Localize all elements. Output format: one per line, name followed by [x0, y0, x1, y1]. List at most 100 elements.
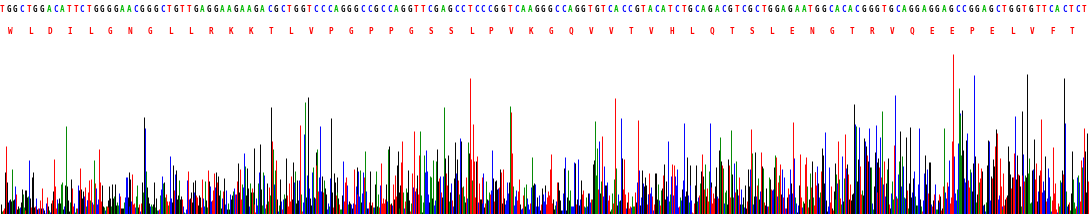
Text: T: T [668, 5, 672, 14]
Text: G: G [40, 5, 45, 14]
Text: C: C [755, 5, 759, 14]
Text: T: T [26, 5, 32, 14]
Text: G: G [908, 5, 913, 14]
Text: L: L [88, 27, 93, 36]
Text: G: G [194, 5, 198, 14]
Text: G: G [213, 5, 218, 14]
Text: G: G [108, 27, 112, 36]
Text: T: T [588, 5, 592, 14]
Text: A: A [260, 5, 265, 14]
Text: V: V [589, 27, 594, 36]
Text: C: C [955, 5, 959, 14]
Text: E: E [950, 27, 954, 36]
Text: G: G [94, 5, 98, 14]
Text: C: C [454, 5, 458, 14]
Text: C: C [1075, 5, 1080, 14]
Text: T: T [268, 27, 273, 36]
Text: G: G [1029, 5, 1033, 14]
Text: D: D [48, 27, 52, 36]
Text: G: G [595, 5, 599, 14]
Text: A: A [614, 5, 619, 14]
Text: T: T [808, 5, 812, 14]
Text: G: G [949, 5, 953, 14]
Text: P: P [368, 27, 374, 36]
Text: G: G [154, 5, 158, 14]
Text: G: G [821, 5, 827, 14]
Text: C: C [608, 5, 612, 14]
Text: G: G [580, 5, 586, 14]
Text: A: A [521, 5, 525, 14]
Text: G: G [7, 5, 11, 14]
Text: G: G [113, 5, 118, 14]
Text: C: C [20, 5, 24, 14]
Text: G: G [815, 5, 819, 14]
Text: C: C [133, 5, 138, 14]
Text: L: L [769, 27, 774, 36]
Text: C: C [280, 5, 285, 14]
Text: V: V [649, 27, 653, 36]
Text: G: G [1008, 5, 1013, 14]
Text: A: A [982, 5, 987, 14]
Text: C: C [962, 5, 966, 14]
Text: G: G [254, 5, 258, 14]
Text: G: G [100, 5, 105, 14]
Text: G: G [868, 5, 873, 14]
Text: G: G [748, 5, 752, 14]
Text: G: G [294, 5, 298, 14]
Text: Q: Q [709, 27, 713, 36]
Text: G: G [448, 5, 452, 14]
Text: G: G [989, 5, 993, 14]
Text: A: A [661, 5, 665, 14]
Text: C: C [474, 5, 479, 14]
Text: T: T [467, 5, 472, 14]
Text: T: T [507, 5, 512, 14]
Text: C: C [621, 5, 626, 14]
Text: C: C [842, 5, 846, 14]
Text: G: G [874, 5, 880, 14]
Text: V: V [509, 27, 513, 36]
Text: G: G [348, 27, 353, 36]
Text: A: A [782, 5, 786, 14]
Text: C: C [427, 5, 432, 14]
Text: N: N [129, 27, 133, 36]
Text: A: A [795, 5, 799, 14]
Text: A: A [227, 5, 232, 14]
Text: T: T [287, 5, 292, 14]
Text: C: C [855, 5, 859, 14]
Text: T: T [1068, 5, 1074, 14]
Text: G: G [1015, 5, 1019, 14]
Text: G: G [374, 5, 379, 14]
Text: A: A [527, 5, 533, 14]
Text: G: G [433, 5, 439, 14]
Text: C: C [367, 5, 371, 14]
Text: C: C [554, 5, 559, 14]
Text: G: G [494, 5, 499, 14]
Text: C: C [721, 5, 726, 14]
Text: K: K [229, 27, 233, 36]
Text: G: G [788, 5, 793, 14]
Text: T: T [641, 5, 646, 14]
Text: C: C [160, 5, 164, 14]
Text: T: T [730, 27, 734, 36]
Text: G: G [727, 5, 733, 14]
Text: G: G [148, 27, 152, 36]
Text: G: G [147, 5, 151, 14]
Text: A: A [441, 5, 445, 14]
Text: P: P [329, 27, 333, 36]
Text: L: L [689, 27, 694, 36]
Text: G: G [140, 5, 145, 14]
Text: T: T [1042, 5, 1047, 14]
Text: V: V [609, 27, 613, 36]
Text: G: G [975, 5, 980, 14]
Text: G: G [768, 5, 772, 14]
Text: C: C [695, 5, 699, 14]
Text: F: F [1050, 27, 1054, 36]
Text: G: G [915, 5, 919, 14]
Text: G: G [830, 27, 834, 36]
Text: T: T [1070, 27, 1075, 36]
Text: T: T [761, 5, 766, 14]
Text: E: E [990, 27, 994, 36]
Text: A: A [120, 5, 124, 14]
Text: G: G [408, 27, 413, 36]
Text: C: C [53, 5, 58, 14]
